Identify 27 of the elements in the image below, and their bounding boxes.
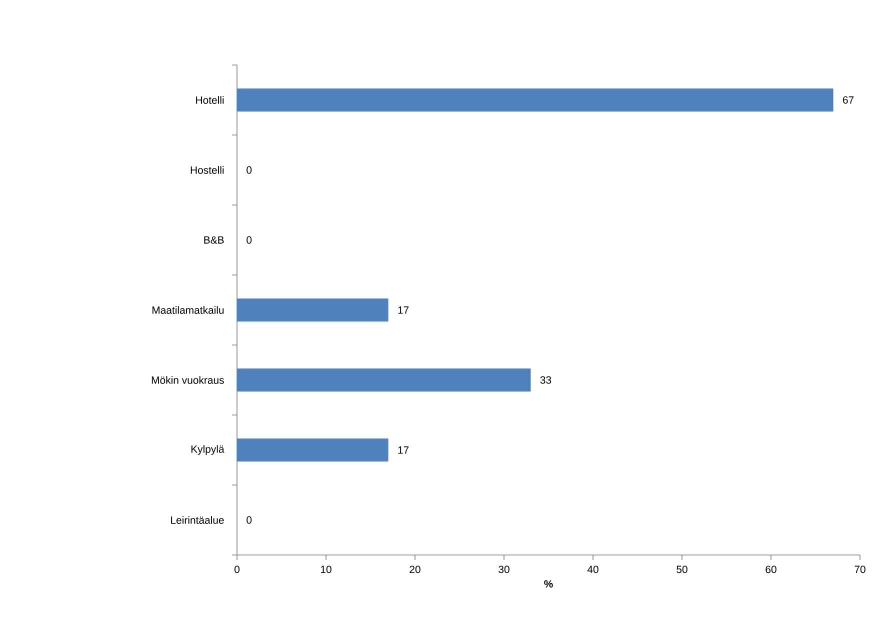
bar xyxy=(237,368,531,392)
x-tick-label: 60 xyxy=(766,566,776,574)
data-label: 17 xyxy=(398,306,409,314)
x-axis-title: % xyxy=(544,580,553,588)
y-tick-label: Mökin vuokraus xyxy=(152,376,224,384)
bar xyxy=(237,438,388,462)
x-tick-label: 70 xyxy=(854,566,866,574)
x-tick-label: 10 xyxy=(320,566,332,574)
bar xyxy=(237,88,834,112)
x-tick-label: 30 xyxy=(498,566,510,574)
y-tick-label: Maatilamatkailu xyxy=(152,306,224,314)
x-tick-label: 20 xyxy=(410,566,420,574)
y-tick-label: Leirintäalue xyxy=(171,516,224,524)
data-label: 0 xyxy=(246,236,252,244)
data-label: 67 xyxy=(843,96,854,104)
y-tick-label: Hostelli xyxy=(190,166,224,174)
data-label: 0 xyxy=(246,516,252,524)
x-tick-label: 0 xyxy=(234,566,240,574)
data-label: 0 xyxy=(246,166,252,174)
bar xyxy=(237,298,388,322)
y-tick-label: Hotelli xyxy=(196,96,224,104)
y-tick-label: B&B xyxy=(204,236,224,244)
x-tick-label: 40 xyxy=(587,566,598,574)
data-label: 33 xyxy=(540,376,552,384)
data-label: 17 xyxy=(398,446,409,454)
x-tick-label: 50 xyxy=(676,566,688,574)
y-tick-label: Kylpylä xyxy=(191,445,224,455)
